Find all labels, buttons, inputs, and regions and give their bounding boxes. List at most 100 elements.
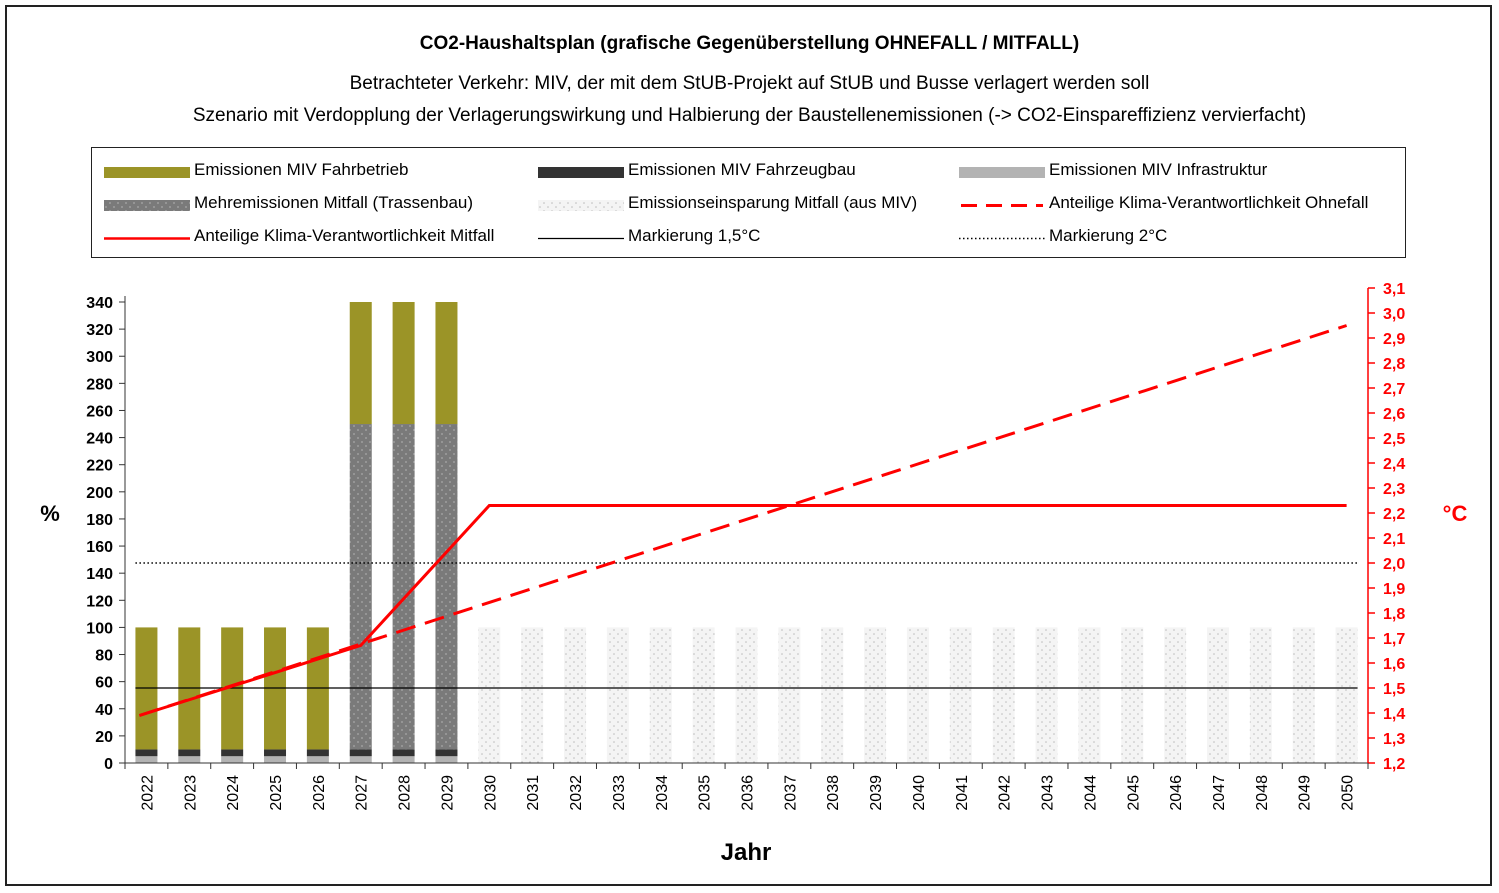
legend-label-trassenbau: Mehremissionen Mitfall (Trassenbau) bbox=[194, 193, 474, 212]
bar-segment bbox=[906, 627, 929, 763]
bar-segment bbox=[1164, 627, 1187, 763]
bar-segment bbox=[392, 302, 415, 425]
legend-swatch-mark15 bbox=[538, 237, 624, 240]
y-tick-label: 60 bbox=[95, 675, 113, 692]
legend-label-mitfall: Anteilige Klima-Verantwortlichkeit Mitfa… bbox=[194, 226, 495, 245]
legend-label-infrastruktur: Emissionen MIV Infrastruktur bbox=[1049, 160, 1268, 179]
x-tick-label: 2036 bbox=[740, 775, 757, 811]
y2-tick-label: 2,1 bbox=[1383, 531, 1405, 548]
bar-segment bbox=[178, 756, 201, 763]
y2-tick-label: 2,7 bbox=[1383, 381, 1405, 398]
chart-subtitle-1: Betrachteter Verkehr: MIV, der mit dem S… bbox=[349, 73, 1150, 94]
legend-swatch-mitfall bbox=[104, 237, 190, 240]
y2-tick-label: 2,8 bbox=[1383, 356, 1405, 373]
bar-segment bbox=[949, 627, 972, 763]
legend-label-fahrzeugbau: Emissionen MIV Fahrzeugbau bbox=[628, 160, 856, 179]
x-tick-label: 2023 bbox=[182, 775, 199, 811]
chart-subtitle-2: Szenario mit Verdopplung der Verlagerung… bbox=[192, 105, 1307, 126]
x-tick-label: 2047 bbox=[1211, 775, 1228, 811]
legend: Emissionen MIV Fahrbetrieb Emissionen MI… bbox=[91, 147, 1406, 258]
bar-segment bbox=[821, 627, 844, 763]
y2-tick-label: 2,0 bbox=[1383, 556, 1405, 573]
x-tick-label: 2030 bbox=[482, 775, 499, 811]
x-tick-label: 2026 bbox=[311, 775, 328, 811]
bar-segment bbox=[349, 749, 372, 757]
legend-swatch-infrastruktur bbox=[959, 167, 1045, 178]
bar-segment bbox=[435, 302, 458, 425]
y-tick-label: 280 bbox=[86, 376, 113, 393]
y-tick-label: 260 bbox=[86, 403, 113, 420]
bar-segment bbox=[606, 627, 629, 763]
legend-swatch-ohnefall bbox=[961, 204, 1043, 207]
x-tick-label: 2035 bbox=[697, 775, 714, 811]
x-tick-label: 2034 bbox=[654, 775, 671, 811]
bar-segment bbox=[392, 749, 415, 757]
bar-segment bbox=[521, 627, 544, 763]
bar-segment bbox=[992, 627, 1015, 763]
bar-segment bbox=[478, 627, 501, 763]
x-tick-label: 2031 bbox=[525, 775, 542, 811]
bar-segment bbox=[306, 756, 329, 763]
y-tick-label: 140 bbox=[86, 566, 113, 583]
y-tick-label: 220 bbox=[86, 458, 113, 475]
y2-tick-label: 2,4 bbox=[1383, 456, 1405, 473]
bar-segment bbox=[564, 627, 587, 763]
x-tick-label: 2025 bbox=[268, 775, 285, 811]
legend-label-fahrbetrieb: Emissionen MIV Fahrbetrieb bbox=[194, 160, 409, 179]
x-tick-label: 2042 bbox=[997, 775, 1014, 811]
bar-segment bbox=[392, 424, 415, 750]
bar-segment bbox=[349, 302, 372, 425]
y2-tick-label: 1,6 bbox=[1383, 656, 1405, 673]
x-tick-label: 2049 bbox=[1297, 775, 1314, 811]
y2-tick-label: 1,7 bbox=[1383, 631, 1405, 648]
bar-segment bbox=[178, 749, 201, 757]
bar-segment bbox=[649, 627, 672, 763]
bar-segment bbox=[435, 749, 458, 757]
x-tick-label: 2038 bbox=[825, 775, 842, 811]
bar-segment bbox=[264, 756, 287, 763]
bar-segment bbox=[349, 756, 372, 763]
x-axis-label: Jahr bbox=[721, 839, 772, 866]
y-tick-label: 320 bbox=[86, 322, 113, 339]
y2-tick-label: 1,9 bbox=[1383, 581, 1405, 598]
bar-segment bbox=[778, 627, 801, 763]
y2-tick-label: 2,5 bbox=[1383, 431, 1405, 448]
y2-tick-label: 1,2 bbox=[1383, 756, 1405, 773]
y-axis-label: % bbox=[40, 501, 60, 526]
x-tick-label: 2040 bbox=[911, 775, 928, 811]
x-tick-label: 2037 bbox=[782, 775, 799, 811]
y-tick-label: 0 bbox=[104, 756, 113, 773]
y2-tick-label: 2,2 bbox=[1383, 506, 1405, 523]
x-tick-label: 2039 bbox=[868, 775, 885, 811]
x-tick-label: 2048 bbox=[1254, 775, 1271, 811]
bar-segment bbox=[306, 749, 329, 757]
y-tick-label: 340 bbox=[86, 295, 113, 312]
bar-segment bbox=[435, 756, 458, 763]
y-tick-label: 100 bbox=[86, 620, 113, 637]
legend-label-ohnefall: Anteilige Klima-Verantwortlichkeit Ohnef… bbox=[1049, 193, 1369, 212]
x-tick-label: 2022 bbox=[139, 775, 156, 811]
legend-swatch-fahrzeugbau bbox=[538, 167, 624, 178]
legend-label-einsparung: Emissionseinsparung Mitfall (aus MIV) bbox=[628, 193, 918, 212]
x-tick-label: 2024 bbox=[225, 775, 242, 811]
bar-segment bbox=[735, 627, 758, 763]
x-tick-label: 2033 bbox=[611, 775, 628, 811]
x-tick-label: 2046 bbox=[1168, 775, 1185, 811]
chart-title: CO2-Haushaltsplan (grafische Gegenüberst… bbox=[419, 33, 1080, 54]
y2-tick-label: 1,4 bbox=[1383, 706, 1405, 723]
legend-swatch-trassenbau bbox=[104, 200, 190, 211]
bar-segment bbox=[864, 627, 887, 763]
y2-tick-label: 2,3 bbox=[1383, 481, 1405, 498]
bar-segment bbox=[349, 424, 372, 750]
bar-segment bbox=[1121, 627, 1144, 763]
bar-segment bbox=[1335, 627, 1358, 763]
y2-axis-label: °C bbox=[1443, 501, 1468, 526]
line-mitfall bbox=[138, 504, 1347, 717]
legend-label-mark15: Markierung 1,5°C bbox=[628, 226, 761, 245]
y-tick-label: 80 bbox=[95, 648, 113, 665]
y2-tick-label: 2,9 bbox=[1383, 331, 1405, 348]
y-tick-label: 240 bbox=[86, 431, 113, 448]
x-tick-label: 2029 bbox=[439, 775, 456, 811]
bar-segment bbox=[221, 756, 244, 763]
